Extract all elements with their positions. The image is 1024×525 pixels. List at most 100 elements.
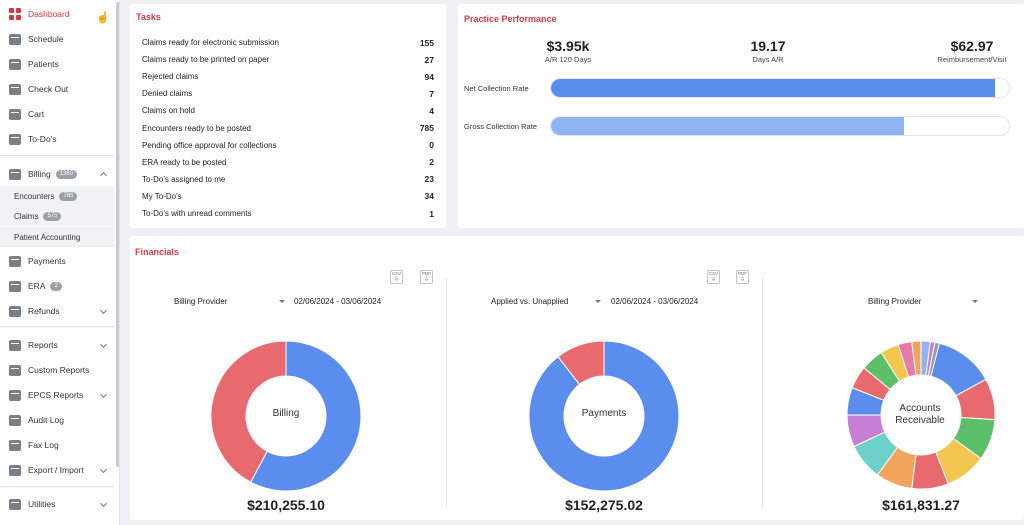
- sidebar-item-label: Fax Log: [28, 440, 59, 450]
- chevron-down-icon[interactable]: [99, 465, 108, 474]
- chevron-down-icon[interactable]: [99, 499, 108, 508]
- sidebar-item-audit-log[interactable]: Audit Log: [0, 409, 114, 431]
- billing-provider-select[interactable]: Billing Provider: [868, 297, 922, 306]
- date-range-picker[interactable]: 02/06/2024 - 03/06/2024: [294, 297, 382, 306]
- applied-unapplied-select[interactable]: Applied vs. Unapplied: [491, 297, 569, 306]
- task-row[interactable]: To-Do's with unread comments 1: [142, 205, 434, 222]
- sidebar-item-cart[interactable]: Cart: [0, 103, 114, 125]
- donut-slice[interactable]: [250, 340, 362, 492]
- download-icon: ⇩: [393, 277, 400, 283]
- sidebar-item-patients[interactable]: Patients: [0, 53, 114, 75]
- sidebar-item-custom-reports[interactable]: Custom Reports: [0, 359, 114, 381]
- task-label: Encounters ready to be posted: [142, 123, 251, 133]
- chevron-up-icon[interactable]: [99, 171, 108, 180]
- task-label: ERA ready to be posted: [142, 157, 227, 167]
- sidebar-item-dashboard[interactable]: Dashboard: [0, 3, 114, 25]
- kpi-value: $62.97: [950, 38, 994, 54]
- csv-download-button[interactable]: CSV ⇩: [707, 270, 720, 284]
- chevron-down-icon[interactable]: [99, 340, 108, 349]
- donut-center-line: Receivable: [895, 415, 945, 426]
- practice-performance-card: Practice Performance $3.95k A/R 120 Days…: [458, 4, 1024, 228]
- task-row[interactable]: ERA ready to be posted 2: [142, 154, 434, 171]
- wallet-icon: [9, 255, 21, 267]
- caret-down-icon[interactable]: [595, 300, 601, 303]
- task-row[interactable]: My To-Do's 34: [142, 188, 434, 205]
- donut-slice[interactable]: [927, 341, 941, 377]
- task-row[interactable]: Denied claims 7: [142, 85, 434, 102]
- task-row[interactable]: Claims ready to be printed on paper 27: [142, 51, 434, 68]
- caret-down-icon[interactable]: [972, 300, 978, 303]
- sidebar-item-checkout[interactable]: Check Out: [0, 78, 114, 100]
- sidebar-item-label: Payments: [28, 256, 66, 266]
- sidebar-scrollbar[interactable]: [116, 2, 119, 467]
- fax-icon: [9, 439, 21, 451]
- accounts-receivable-total: $161,831.27: [882, 497, 960, 513]
- sidebar-item-schedule[interactable]: Schedule: [0, 28, 114, 50]
- checkout-icon: [9, 83, 21, 95]
- sidebar-subitem-claims[interactable]: Claims 575: [0, 206, 114, 226]
- dashboard-icon: [9, 8, 21, 20]
- sidebar-divider: [0, 326, 114, 327]
- donut-slice[interactable]: [210, 340, 287, 483]
- sidebar-item-label: Dashboard: [28, 9, 70, 19]
- sidebar-item-export-import[interactable]: Export / Import: [0, 459, 114, 481]
- sidebar-item-label: EPCS Reports: [28, 390, 84, 400]
- sidebar-item-era[interactable]: ERA 2: [0, 275, 114, 297]
- donut-center-label: Payments: [581, 408, 627, 419]
- chevron-down-icon[interactable]: [99, 306, 108, 315]
- export-icon: [9, 464, 21, 476]
- sidebar-subitem-encounters[interactable]: Encounters 785: [0, 186, 114, 206]
- chevron-down-icon[interactable]: [99, 390, 108, 399]
- pdf-download-button[interactable]: PDF ⇩: [420, 270, 433, 284]
- sidebar-item-fax-log[interactable]: Fax Log: [0, 434, 114, 456]
- sidebar-item-refunds[interactable]: Refunds: [0, 300, 114, 322]
- sidebar-divider: [0, 486, 114, 487]
- accounts-receivable-donut-chart: [846, 340, 996, 490]
- kpi-ar-120: $3.95k A/R 120 Days: [528, 38, 608, 64]
- refund-icon: [9, 305, 21, 317]
- task-row[interactable]: To-Do's assigned to me 23: [142, 171, 434, 188]
- task-row[interactable]: Claims on hold 4: [142, 102, 434, 119]
- task-count: 7: [429, 88, 434, 99]
- sidebar-subitem-label: Patient Accounting: [14, 232, 81, 242]
- sidebar-item-utilities[interactable]: Utilities: [0, 493, 114, 515]
- pdf-download-button[interactable]: PDF ⇩: [736, 270, 749, 284]
- cart-icon: [9, 108, 21, 120]
- sidebar-item-label: Schedule: [28, 34, 64, 44]
- encounters-count-badge: 785: [59, 191, 78, 201]
- task-row[interactable]: Claims ready for electronic submission 15…: [142, 34, 434, 51]
- kpi-reimbursement: $62.97 Reimbursement/Visit: [924, 38, 1020, 64]
- tasks-title: Tasks: [136, 12, 161, 22]
- download-icon: ⇩: [739, 277, 746, 283]
- kpi-days-ar: 19.17 Days A/R: [728, 38, 808, 64]
- donut-center-label: Billing: [272, 408, 300, 419]
- sidebar-item-label: Cart: [28, 109, 45, 119]
- date-range-picker[interactable]: 02/06/2024 - 03/06/2024: [611, 297, 699, 306]
- billing-total: $210,255.10: [247, 497, 325, 513]
- task-label: Pending office approval for collections: [142, 140, 277, 150]
- billing-provider-select[interactable]: Billing Provider: [174, 297, 228, 306]
- task-label: Rejected claims: [142, 72, 199, 82]
- panel-divider: [446, 278, 447, 508]
- pdf-label: PDF: [738, 271, 747, 276]
- task-row[interactable]: Rejected claims 94: [142, 68, 434, 85]
- sidebar-item-billing[interactable]: Billing 1360: [0, 163, 114, 185]
- sidebar-item-payments[interactable]: Payments: [0, 250, 114, 272]
- sidebar-item-epcs-reports[interactable]: EPCS Reports: [0, 384, 114, 406]
- task-label: To-Do's assigned to me: [142, 174, 226, 184]
- caret-down-icon[interactable]: [279, 300, 285, 303]
- task-row[interactable]: Pending office approval for collections 0: [142, 137, 434, 154]
- sidebar-divider: [0, 155, 114, 156]
- task-row[interactable]: Encounters ready to be posted 785: [142, 120, 434, 137]
- epcs-icon: [9, 389, 21, 401]
- csv-download-button[interactable]: CSV ⇩: [390, 270, 403, 284]
- donut-slice[interactable]: [557, 340, 605, 386]
- pointer-cursor-icon: ☝: [96, 12, 110, 24]
- gross-collection-rate-label: Gross Collection Rate: [464, 122, 537, 131]
- sidebar-item-reports[interactable]: Reports: [0, 334, 114, 356]
- sidebar-item-todos[interactable]: To-Do's: [0, 128, 114, 150]
- donut-slice[interactable]: [528, 340, 680, 492]
- era-count-badge: 2: [50, 281, 62, 291]
- net-collection-rate-fill: [551, 79, 996, 97]
- sidebar-subitem-patient-accounting[interactable]: Patient Accounting: [0, 227, 114, 247]
